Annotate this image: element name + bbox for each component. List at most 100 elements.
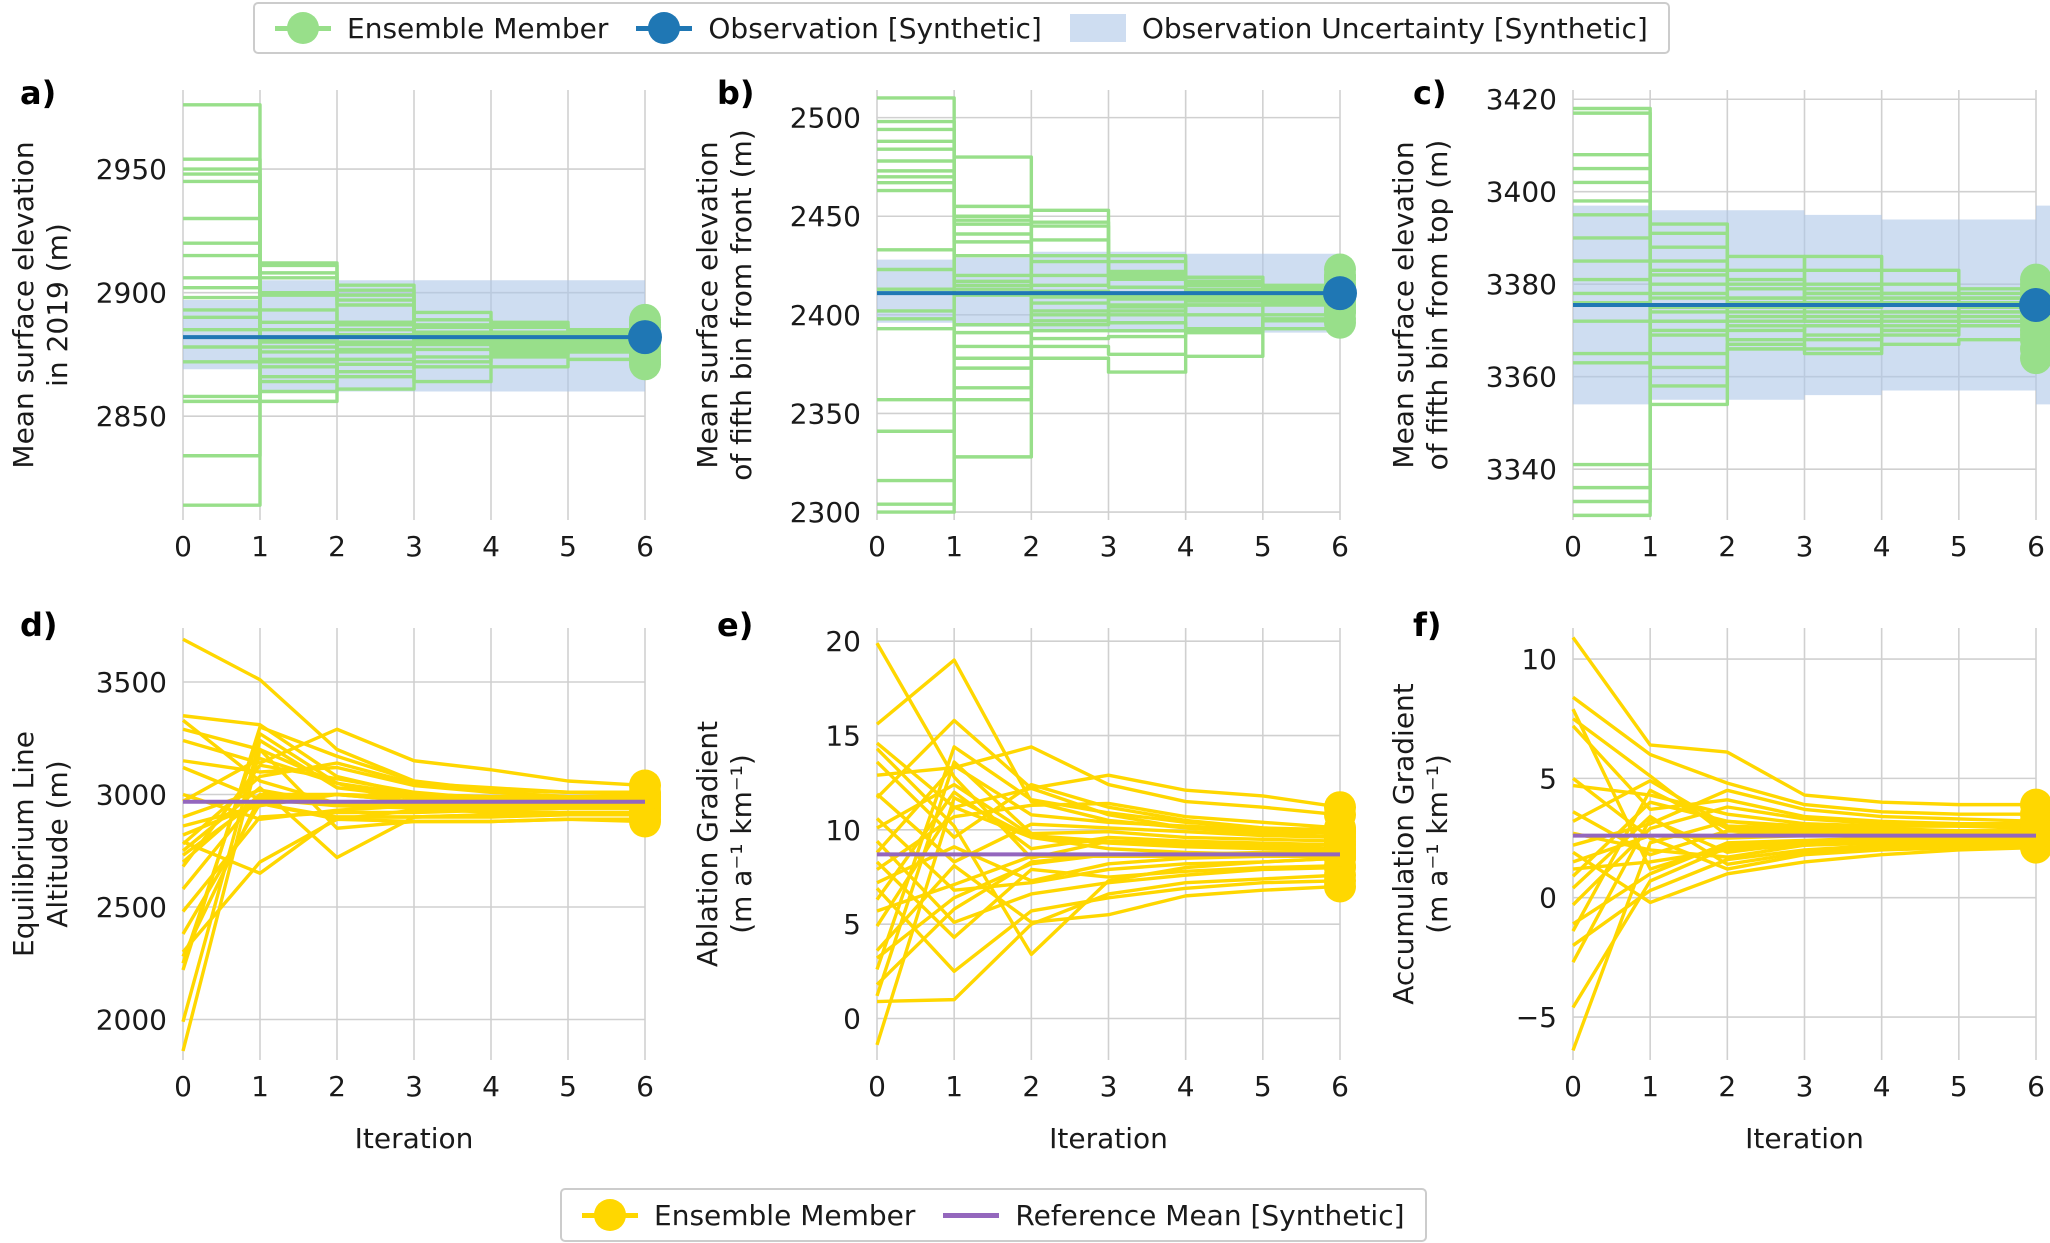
y-axis-label: Equilibrium LineAltitude (m) [7,731,74,957]
y-tick-label: 3420 [1486,83,1557,116]
x-tick-label: 3 [1100,530,1118,563]
ensemble-member-final-marker [1324,859,1356,892]
y-tick-label: 15 [825,720,861,753]
legend-label: Observation [Synthetic] [708,11,1042,45]
panel-b: 0 1 2 3 4 5 6 2300 2350 2400 2450 2500 Mean surface … [691,74,1357,563]
x-tick-label: 6 [636,1070,654,1103]
x-tick-label: 4 [1873,1070,1891,1103]
x-tick-label: 1 [251,1070,269,1103]
observation-marker [628,320,662,355]
ensemble-member-line [181,725,645,971]
ensemble-member-line [875,863,1341,952]
y-tick-label: 0 [1539,882,1557,915]
y-tick-label: 2350 [790,397,861,430]
panel-letter: e) [717,606,753,644]
legend_bottom-item-0: Ensemble Member [582,1198,915,1232]
ensemble-member-line [875,786,1341,927]
x-tick-label: 4 [482,530,500,563]
x-tick-label: 0 [174,1070,192,1103]
x-tick-label: 2 [328,530,346,563]
ensemble-member-line [1571,777,2037,871]
ensemble-member-line [875,879,1341,974]
ensemble-member-line [1571,805,2037,907]
legend-top: Ensemble Member Observation [Synthetic] Ob… [253,2,1670,54]
y-tick-label: 3500 [96,666,167,699]
legend_bottom-item-1: Reference Mean [Synthetic] [943,1198,1405,1232]
legend-label: Reference Mean [Synthetic] [1015,1198,1405,1232]
x-tick-label: 3 [405,1070,423,1103]
x-tick-label: 2 [1022,530,1040,563]
legend_top-item-1: Observation [Synthetic] [636,11,1042,45]
x-axis-label: Iteration [1745,1122,1864,1155]
ensemble-member-line [181,761,645,846]
y-tick-label: 5 [1539,762,1557,795]
ensemble-member-line [1572,845,2037,905]
panel-f: 0 1 2 3 4 5 6 −5 0 5 10 Accumulation Gradient(m a⁻¹… [1387,606,2050,1155]
y-axis-label: Mean surface elevationof fifth bin from … [691,129,758,480]
x-tick-label: 3 [1796,1070,1814,1103]
legend-line-icon [636,11,693,45]
x-tick-label: 1 [945,530,963,563]
y-tick-label: 2450 [790,200,861,233]
legend-line-icon [943,1198,1000,1232]
ensemble-member-line [875,792,1341,864]
ensemble-member-line [1571,724,2036,826]
panel-letter: f) [1413,606,1442,644]
panel-c: 0 1 2 3 4 5 6 3340 3360 3380 3400 3420 Mean surface … [1387,74,2050,563]
x-tick-label: 0 [1564,1070,1582,1103]
panel-e: 0 1 2 3 4 5 6 0 5 10 15 20 Ablation Gradient(m a⁻¹ k… [691,606,1356,1155]
ensemble-member-line [876,873,1341,1004]
y-tick-label: 2900 [96,277,167,310]
ensemble-member-line [876,782,1341,851]
ensemble-member-line [1571,695,2036,816]
y-tick-label: 2000 [96,1004,167,1037]
ensemble-member-line [181,738,646,1023]
y-tick-label: 10 [825,814,861,847]
y-axis-label: Mean surface elevationof fifth bin from … [1387,140,1454,471]
y-tick-label: 20 [825,625,861,658]
x-tick-label: 1 [251,530,269,563]
ensemble-member-line [1572,838,2036,871]
ensemble-member-line [875,817,1341,892]
y-tick-label: 0 [843,1002,861,1035]
y-tick-label: 10 [1521,643,1557,676]
y-axis-label: Accumulation Gradient(m a⁻¹ km⁻¹) [1387,683,1454,1005]
legend-label: Ensemble Member [347,11,609,45]
ensemble-member-line [875,718,1341,809]
y-tick-label: 2500 [96,891,167,924]
y-tick-label: 2400 [790,299,861,332]
x-tick-label: 1 [1641,530,1659,563]
x-tick-label: 5 [1254,530,1272,563]
x-tick-label: 5 [559,1070,577,1103]
ensemble-member-final-marker [2020,817,2050,850]
ensemble-member-line [181,763,646,868]
ensemble-member-line [877,289,1342,514]
x-axis-label: Iteration [1049,1122,1168,1155]
y-tick-label: 2950 [96,153,167,186]
ensemble-member-final-marker [1324,834,1356,867]
y-tick-label: 3380 [1486,268,1557,301]
ensemble-member-line [181,747,646,1052]
x-tick-label: 2 [1718,1070,1736,1103]
ensemble-member-line [1571,836,2036,1009]
y-axis-label: Ablation Gradient(m a⁻¹ km⁻¹) [691,721,758,967]
ensemble-member-line [875,860,1341,940]
x-tick-label: 1 [1641,1070,1659,1103]
ensemble-member-final-marker [629,805,661,838]
legend-bottom: Ensemble Member Reference Mean [Synthetic… [560,1188,1427,1242]
x-tick-label: 4 [482,1070,500,1103]
observation-marker [1323,276,1357,311]
panel-d: 0 1 2 3 4 5 6 2000 2500 3000 3500 Equilibrium LineA… [7,606,661,1155]
ensemble-member-line [1572,788,2037,847]
legend_top-item-0: Ensemble Member [275,11,608,45]
panel-letter: b) [717,74,755,112]
observation-marker [2019,288,2050,322]
y-tick-label: 2300 [790,496,861,529]
x-tick-label: 5 [1950,530,1968,563]
y-axis-label: Mean surface elevationin 2019 (m) [7,141,74,468]
x-tick-label: 1 [945,1070,963,1103]
x-tick-label: 3 [1796,530,1814,563]
y-tick-label: 2500 [790,102,861,135]
x-tick-label: 3 [1100,1070,1118,1103]
y-tick-label: 2850 [96,400,167,433]
